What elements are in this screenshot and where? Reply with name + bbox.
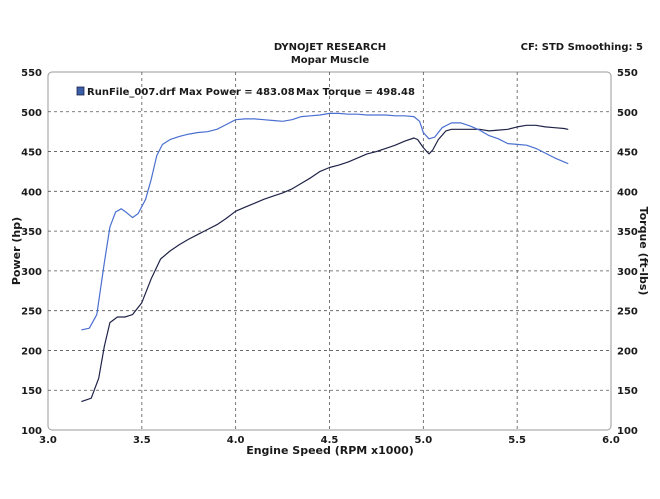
series-line-torque xyxy=(81,112,569,331)
y-tick-left: 300 xyxy=(21,267,42,278)
x-tick: 5.5 xyxy=(508,435,526,446)
y-tick-right: 100 xyxy=(617,426,638,437)
y-tick-right: 500 xyxy=(617,108,638,119)
x-tick: 4.0 xyxy=(227,435,245,446)
legend-swatch-icon xyxy=(76,86,85,96)
y-tick-right: 150 xyxy=(617,386,638,397)
grid-layer xyxy=(48,72,611,430)
legend-run-text: RunFile_007.drf Max Power = 483.08 xyxy=(87,87,295,98)
y-tick-right: 200 xyxy=(617,346,638,357)
x-tick: 5.0 xyxy=(414,435,432,446)
y-axis-right-label: Torque (ft-lbs) xyxy=(637,207,650,296)
y-tick-left: 200 xyxy=(21,346,42,357)
series-line-power xyxy=(81,124,569,402)
y-tick-left: 350 xyxy=(21,227,42,238)
y-tick-right: 250 xyxy=(617,307,638,318)
settings-readout: CF: STD Smoothing: 5 xyxy=(521,42,643,53)
y-tick-left: 250 xyxy=(21,307,42,318)
y-tick-right: 400 xyxy=(617,187,638,198)
x-axis-label: Engine Speed (RPM x1000) xyxy=(246,444,414,457)
y-tick-right: 300 xyxy=(617,267,638,278)
y-tick-left: 100 xyxy=(21,426,42,437)
y-tick-left: 150 xyxy=(21,386,42,397)
y-tick-left: 450 xyxy=(21,148,42,159)
series-layer xyxy=(81,112,569,402)
x-tick: 6.0 xyxy=(602,435,620,446)
chart-subtitle: Mopar Muscle xyxy=(291,55,370,66)
y-tick-left: 400 xyxy=(21,187,42,198)
y-tick-right: 350 xyxy=(617,227,638,238)
x-tick: 4.5 xyxy=(321,435,339,446)
tick-labels: 100 100 150 150 200 200 250 250 300 300 350 350 400 4… xyxy=(21,68,638,446)
chart-title: DYNOJET RESEARCH xyxy=(274,42,386,53)
x-tick: 3.5 xyxy=(133,435,151,446)
y-tick-right: 450 xyxy=(617,148,638,159)
y-axis-left-label: Power (hp) xyxy=(10,217,23,285)
y-tick-left: 500 xyxy=(21,108,42,119)
y-tick-right: 550 xyxy=(617,68,638,79)
y-tick-left: 550 xyxy=(21,68,42,79)
x-tick: 3.0 xyxy=(39,435,57,446)
legend-torque-text: Max Torque = 498.48 xyxy=(296,87,415,98)
